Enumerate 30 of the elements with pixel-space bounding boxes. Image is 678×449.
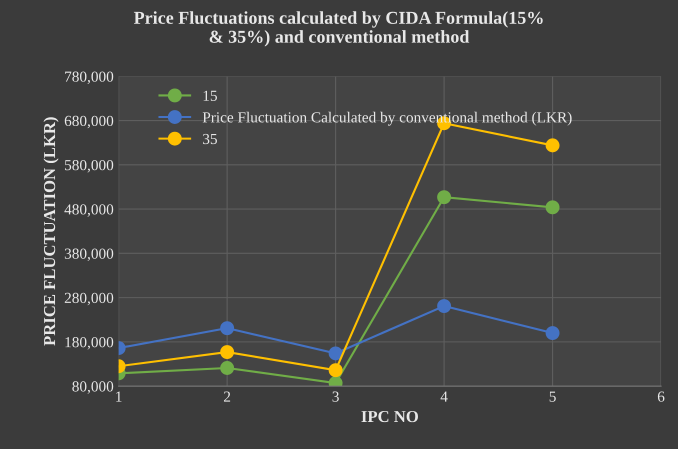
point (546, 200, 560, 214)
x-tick-label: 3 (332, 391, 339, 402)
point (437, 299, 452, 313)
legend-label: 15 (204, 90, 217, 101)
point (546, 326, 560, 340)
point (220, 321, 234, 336)
legend-label: Price Fluctuation Calculated by conventional method (LKR) (202, 112, 572, 126)
x-tick-label: 4 (440, 392, 448, 402)
point (220, 361, 234, 375)
x-tick-label: 6 (658, 391, 664, 402)
legend-label: 35 (203, 134, 217, 144)
y-tick-label: 280,000 (64, 292, 114, 306)
y-tick-label: 780,000 (65, 71, 114, 84)
point (546, 138, 560, 152)
y-tick-label: 80,000 (72, 381, 114, 394)
x-axis-title: IPC NO (361, 410, 418, 422)
chart-title: Price Fluctuations calculated by CIDA Formula(15% & 35%) and conventional method (134, 11, 543, 47)
point (220, 345, 234, 360)
y-tick-label: 180,000 (65, 337, 114, 350)
y-tick-label: 380,000 (64, 248, 114, 262)
point (437, 190, 452, 204)
x-tick-label: 2 (224, 391, 230, 402)
point (328, 346, 343, 360)
y-axis-title: PRICE FLUCTUATION (LKR) (43, 117, 59, 346)
y-tick-label: 480,000 (64, 204, 114, 217)
y-tick-label: 580,000 (65, 160, 114, 172)
y-tick-label: 680,000 (64, 116, 114, 128)
x-tick-label: 5 (550, 392, 556, 402)
x-tick-label: 1 (116, 392, 122, 402)
point (328, 363, 343, 378)
